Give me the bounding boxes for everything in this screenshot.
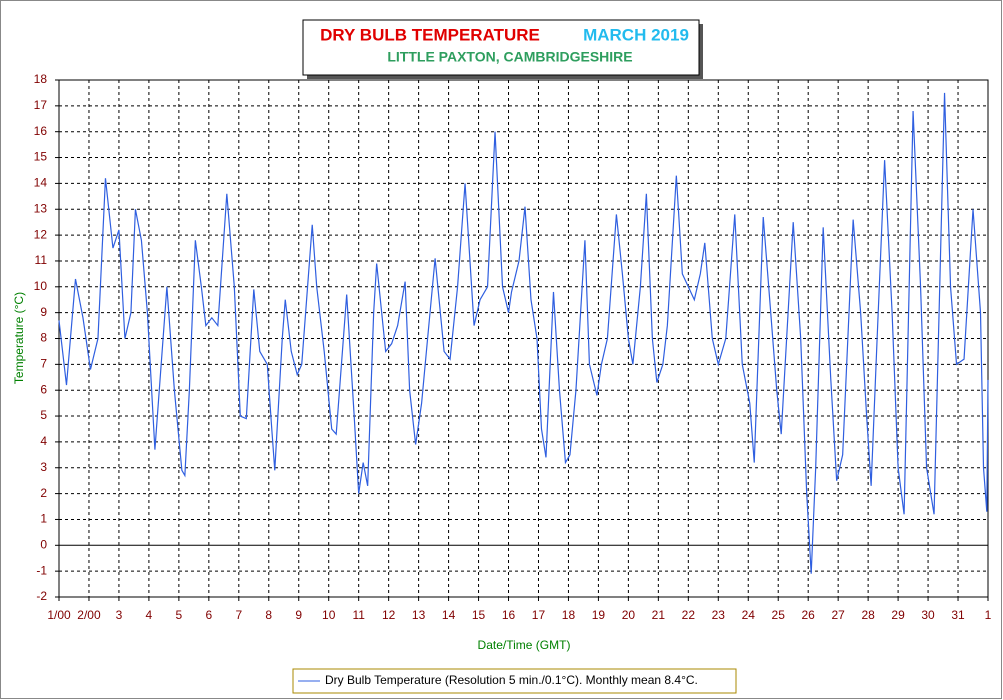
y-tick-label: 10 [34, 279, 48, 293]
x-tick-label: 4 [146, 608, 153, 622]
y-tick-label: 18 [34, 72, 48, 86]
x-tick-label: 22 [682, 608, 696, 622]
temperature-line [58, 92, 989, 574]
x-tick-label: 18 [562, 608, 576, 622]
x-tick-label: 8 [265, 608, 272, 622]
y-tick-label: 5 [40, 408, 47, 422]
x-tick-label: 21 [652, 608, 666, 622]
x-tick-label: 19 [592, 608, 606, 622]
y-tick-label: 0 [40, 537, 47, 551]
x-tick-label: 28 [861, 608, 875, 622]
x-tick-label: 10 [322, 608, 336, 622]
x-tick-label: 30 [921, 608, 935, 622]
x-tick-label: 9 [295, 608, 302, 622]
x-tick-label: 23 [712, 608, 726, 622]
y-tick-label: 8 [40, 331, 47, 345]
y-tick-label: 2 [40, 486, 47, 500]
x-tick-label: 26 [802, 608, 816, 622]
y-tick-label: 4 [40, 434, 47, 448]
x-tick-label: 11 [352, 608, 365, 622]
y-tick-label: -2 [36, 589, 47, 603]
x-tick-label: 6 [205, 608, 212, 622]
y-tick-label: 13 [34, 201, 48, 215]
title-box [302, 19, 700, 76]
y-tick-label: 14 [34, 176, 48, 190]
x-axis-title: Date/Time (GMT) [478, 638, 571, 652]
y-tick-label: 15 [34, 150, 48, 164]
x-tick-label: 5 [176, 608, 183, 622]
x-tick-label: 12 [382, 608, 396, 622]
x-tick-label: 7 [235, 608, 242, 622]
y-tick-label: 17 [34, 98, 48, 112]
x-tick-label: 2/00 [77, 608, 101, 622]
chart-subtitle: MARCH 2019 [583, 25, 689, 44]
x-tick-label: 25 [772, 608, 786, 622]
y-tick-label: 12 [34, 227, 48, 241]
y-axis-title: Temperature (°C) [12, 292, 26, 384]
legend-label: Dry Bulb Temperature (Resolution 5 min./… [325, 673, 698, 687]
x-tick-label: 14 [442, 608, 456, 622]
x-tick-label: 20 [622, 608, 636, 622]
x-tick-label: 1 [985, 608, 992, 622]
y-tick-label: 9 [40, 305, 47, 319]
x-tick-label: 17 [532, 608, 546, 622]
x-tick-label: 24 [742, 608, 756, 622]
x-tick-label: 1/00 [47, 608, 71, 622]
x-tick-label: 15 [472, 608, 486, 622]
x-tick-label: 27 [831, 608, 845, 622]
y-tick-label: 7 [40, 357, 47, 371]
y-tick-label: -1 [36, 563, 47, 577]
chart-title: DRY BULB TEMPERATURE [320, 25, 540, 44]
location: LITTLE PAXTON, CAMBRIDGESHIRE [387, 49, 632, 65]
x-tick-label: 13 [412, 608, 426, 622]
x-tick-label: 31 [951, 608, 965, 622]
y-tick-label: 6 [40, 382, 47, 396]
y-tick-label: 11 [35, 253, 48, 267]
y-tick-label: 16 [34, 124, 48, 138]
x-tick-label: 29 [891, 608, 905, 622]
y-tick-label: 3 [40, 460, 47, 474]
legend-box [292, 668, 737, 694]
x-tick-label: 16 [502, 608, 516, 622]
x-tick-label: 3 [116, 608, 123, 622]
y-tick-label: 1 [40, 512, 47, 526]
